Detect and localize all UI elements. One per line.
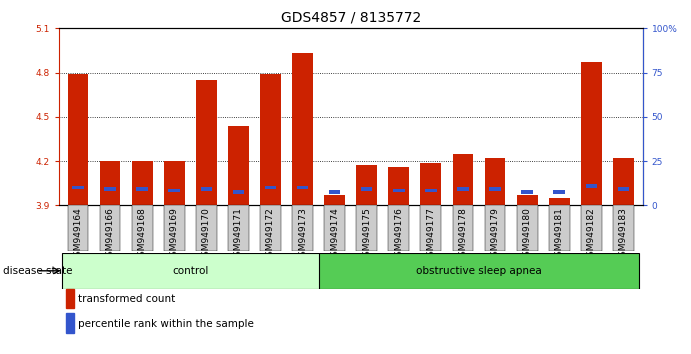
Bar (581, 62, 602, 205)
Text: GSM949166: GSM949166 (106, 207, 115, 263)
Bar (68, 205, 88, 251)
Bar (420, 162, 442, 205)
Bar (164, 205, 184, 251)
Bar (613, 205, 634, 251)
Text: GSM949173: GSM949173 (298, 207, 307, 263)
Bar (265, 186, 276, 189)
Bar (233, 190, 244, 194)
Text: GSM949171: GSM949171 (234, 207, 243, 263)
Bar (104, 187, 116, 191)
Bar (292, 205, 313, 251)
Bar (549, 198, 569, 205)
Bar (425, 189, 437, 193)
Bar (553, 190, 565, 194)
Bar (196, 205, 217, 251)
Bar (357, 205, 377, 251)
Bar (100, 205, 120, 251)
Bar (164, 161, 184, 205)
Bar (457, 187, 468, 191)
Text: disease state: disease state (3, 266, 73, 276)
Bar (324, 205, 345, 251)
Text: GSM949175: GSM949175 (362, 207, 371, 263)
Bar (484, 158, 506, 205)
Bar (297, 186, 308, 189)
Bar (357, 166, 377, 205)
Bar (329, 190, 341, 194)
Bar (169, 189, 180, 193)
Text: GSM949178: GSM949178 (458, 207, 468, 263)
Bar (260, 74, 281, 205)
Text: GSM949181: GSM949181 (555, 207, 564, 263)
Text: GSM949179: GSM949179 (491, 207, 500, 263)
Bar (228, 205, 249, 251)
Text: transformed count: transformed count (78, 294, 176, 304)
Bar (484, 205, 506, 251)
Text: control: control (172, 266, 209, 276)
Bar (196, 80, 217, 205)
Text: GSM949176: GSM949176 (395, 207, 404, 263)
Bar (489, 187, 501, 191)
Text: GSM949174: GSM949174 (330, 207, 339, 262)
Bar (517, 205, 538, 251)
Bar (522, 190, 533, 194)
Bar (517, 195, 538, 205)
Bar (420, 205, 442, 251)
Bar (393, 189, 404, 193)
Bar (73, 186, 84, 189)
Bar (260, 205, 281, 251)
Bar (132, 205, 153, 251)
Bar (319, 253, 639, 289)
Text: GSM949172: GSM949172 (266, 207, 275, 262)
Bar (388, 167, 409, 205)
Bar (68, 74, 88, 205)
Bar (549, 205, 569, 251)
Bar (581, 205, 602, 251)
Bar (228, 126, 249, 205)
Text: GSM949168: GSM949168 (138, 207, 146, 263)
Bar (453, 205, 473, 251)
Bar (613, 158, 634, 205)
Bar (62, 253, 319, 289)
Bar (585, 184, 597, 188)
Bar (361, 187, 372, 191)
Bar (200, 187, 212, 191)
Text: obstructive sleep apnea: obstructive sleep apnea (416, 266, 542, 276)
Bar (388, 205, 409, 251)
Text: GSM949170: GSM949170 (202, 207, 211, 263)
Bar (618, 187, 629, 191)
Bar (100, 161, 120, 205)
Text: GSM949180: GSM949180 (522, 207, 531, 263)
Bar (324, 195, 345, 205)
Text: GSM949183: GSM949183 (619, 207, 628, 263)
Text: GSM949164: GSM949164 (73, 207, 82, 262)
Text: GSM949177: GSM949177 (426, 207, 435, 263)
Text: GSM949169: GSM949169 (170, 207, 179, 263)
Text: percentile rank within the sample: percentile rank within the sample (78, 319, 254, 329)
Bar (132, 161, 153, 205)
Text: GSM949182: GSM949182 (587, 207, 596, 262)
Bar (453, 154, 473, 205)
Bar (292, 53, 313, 205)
Text: GDS4857 / 8135772: GDS4857 / 8135772 (281, 11, 421, 25)
Bar (136, 187, 148, 191)
